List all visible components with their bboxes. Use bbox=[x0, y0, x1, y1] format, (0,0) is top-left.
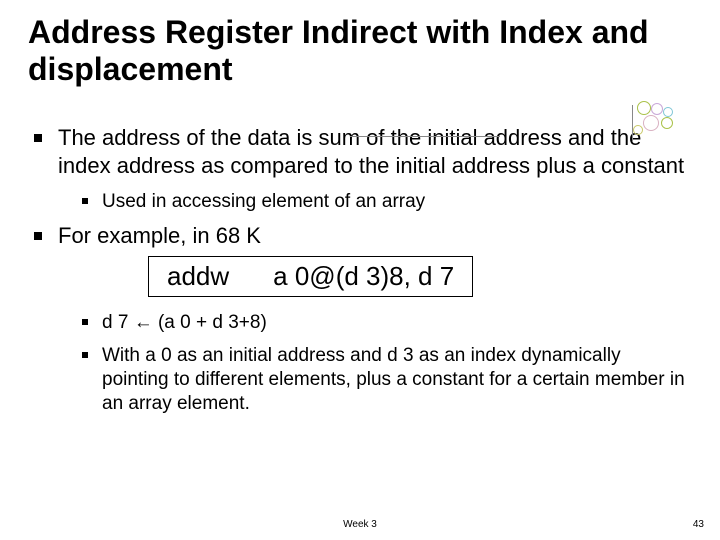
bullet-level1: For example, in 68 K bbox=[34, 222, 692, 250]
slide: Address Register Indirect with Index and… bbox=[0, 0, 720, 540]
deco-circle-icon bbox=[633, 125, 643, 135]
title-underline bbox=[350, 136, 500, 137]
bullet-text: The address of the data is sum of the in… bbox=[58, 124, 692, 180]
bullet-level2: With a 0 as an initial address and d 3 a… bbox=[82, 344, 692, 417]
bullet-dot-icon bbox=[34, 232, 42, 240]
bullet-text: Used in accessing element of an array bbox=[102, 190, 425, 214]
bullet-text: d 7 ← (a 0 + d 3+8) bbox=[102, 311, 267, 335]
code-keyword: addw bbox=[167, 261, 229, 291]
bullet-text: For example, in 68 K bbox=[58, 222, 261, 250]
code-example-box: addw a 0@(d 3)8, d 7 bbox=[148, 256, 473, 297]
footer-page-number: 43 bbox=[693, 519, 704, 530]
deco-circle-icon bbox=[663, 107, 673, 117]
bullet-level2: d 7 ← (a 0 + d 3+8) bbox=[82, 311, 692, 335]
bullet-dot-icon bbox=[34, 134, 42, 142]
bullet-text: With a 0 as an initial address and d 3 a… bbox=[102, 344, 692, 417]
deco-circle-icon bbox=[637, 101, 651, 115]
deco-circle-icon bbox=[643, 115, 659, 131]
bullet-level1: The address of the data is sum of the in… bbox=[34, 124, 692, 180]
slide-title: Address Register Indirect with Index and… bbox=[28, 14, 692, 88]
corner-decoration bbox=[632, 105, 688, 141]
bullet-dot-icon bbox=[82, 198, 88, 204]
bullet-dot-icon bbox=[82, 319, 88, 325]
bullet-dot-icon bbox=[82, 352, 88, 358]
bullet-level2: Used in accessing element of an array bbox=[82, 190, 692, 214]
content-area: The address of the data is sum of the in… bbox=[28, 124, 692, 417]
code-args: a 0@(d 3)8, d 7 bbox=[273, 261, 454, 291]
footer-week-label: Week 3 bbox=[343, 519, 377, 530]
deco-circle-icon bbox=[651, 103, 663, 115]
deco-circle-icon bbox=[661, 117, 673, 129]
